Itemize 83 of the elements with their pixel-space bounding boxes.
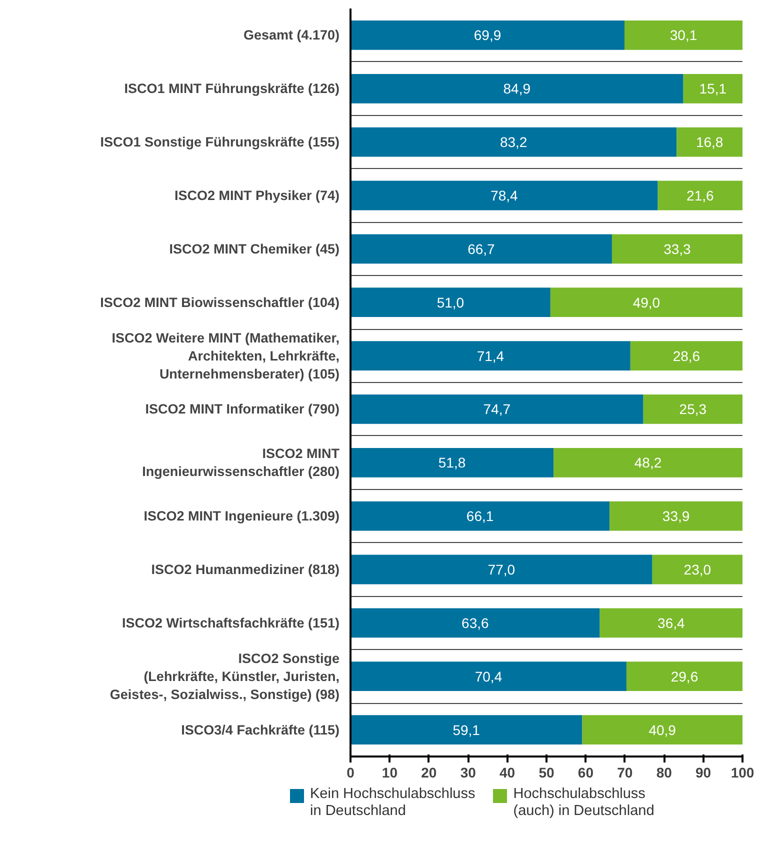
y-tick-label: ISCO2 MINT Physiker (74) <box>174 188 340 203</box>
x-tick-label: 70 <box>617 764 633 780</box>
bar <box>350 180 658 210</box>
y-tick-label: ISCO2 MINT Ingenieurwissenschaftler (280) <box>142 446 340 480</box>
bar <box>350 74 684 104</box>
bar <box>550 288 742 318</box>
bar <box>683 74 742 104</box>
x-tick-label: 40 <box>500 764 516 780</box>
y-tick-label: ISCO1 Sonstige Führungskräfte (155) <box>100 134 340 150</box>
data-label: 30,1 <box>670 27 698 44</box>
y-tick-label: ISCO2 MINT Informatiker (790) <box>145 402 340 417</box>
x-tick-label: 90 <box>696 764 712 780</box>
bar <box>612 234 742 264</box>
data-label: 59,1 <box>452 722 480 738</box>
data-label: 51,0 <box>436 294 464 310</box>
data-label: 77,0 <box>488 562 516 578</box>
data-label: 16,8 <box>696 134 724 150</box>
y-tick-label: ISCO2 Sonstige (Lehrkräfte, Künstler, Juristen, Geistes-, Sozialwiss., Sonstige) (98) <box>110 650 340 702</box>
y-tick-label: ISCO2 MINT Biowissenschaftler (104) <box>100 294 340 310</box>
bar <box>350 234 612 264</box>
data-label: 63,6 <box>462 614 489 631</box>
data-label: 15,1 <box>699 80 727 97</box>
bar <box>350 127 677 157</box>
data-label: 78,4 <box>490 188 518 204</box>
data-label: 69,9 <box>474 27 502 44</box>
bar <box>554 448 742 478</box>
y-tick-label: ISCO2 MINT Chemiker (45) <box>169 241 340 256</box>
y-tick-label: ISCO2 MINT Ingenieure (1.309) <box>144 508 340 524</box>
data-label: 28,6 <box>672 348 700 364</box>
bar <box>350 394 644 424</box>
x-tick-label: 30 <box>460 764 476 780</box>
bar <box>350 448 554 478</box>
data-label: 71,4 <box>476 348 504 364</box>
bar <box>643 394 742 424</box>
y-tick-label: ISCO2 Weitere MINT (Mathematiker, Architekten, Lehrkräfte, Unternehmensberater) (105) <box>112 330 340 382</box>
x-tick-label: 20 <box>421 764 437 780</box>
data-label: 84,9 <box>503 80 531 97</box>
data-label: 49,0 <box>632 294 660 310</box>
legend-label: Kein Hochschulabschluss in Deutschland <box>310 786 476 820</box>
data-label: 23,0 <box>684 562 712 578</box>
x-tick-label: 10 <box>382 764 398 780</box>
bar <box>350 554 652 584</box>
bar <box>350 341 630 370</box>
data-label: 21,6 <box>686 188 714 204</box>
data-label: 25,3 <box>679 401 707 418</box>
x-tick-label: 100 <box>730 764 754 780</box>
data-label: 83,2 <box>500 134 528 150</box>
y-tick-label: ISCO2 Humanmediziner (818) <box>151 562 340 577</box>
bar <box>610 501 742 531</box>
data-label: 33,3 <box>664 240 692 257</box>
data-label: 33,9 <box>662 508 690 524</box>
bar <box>630 341 742 370</box>
bar <box>350 662 626 692</box>
data-label: 29,6 <box>670 668 698 684</box>
bar <box>676 127 742 157</box>
data-label: 74,7 <box>483 401 511 418</box>
bar <box>350 715 582 744</box>
x-tick-label: 50 <box>538 764 554 780</box>
bar <box>350 608 600 638</box>
x-tick-label: 0 <box>346 764 355 780</box>
bar <box>658 180 742 210</box>
data-label: 70,4 <box>474 668 502 684</box>
data-label: 48,2 <box>634 454 662 471</box>
y-tick-label: ISCO3/4 Fachkräfte (115) <box>181 722 340 738</box>
bar <box>350 501 610 531</box>
bar <box>582 715 742 744</box>
bar <box>652 554 742 584</box>
data-label: 66,7 <box>468 240 496 257</box>
y-tick-label: ISCO2 Wirtschaftsfachkräfte (151) <box>122 615 340 630</box>
data-label: 36,4 <box>658 614 685 631</box>
bar <box>350 20 625 50</box>
x-tick-label: 80 <box>656 764 672 780</box>
legend-label: Hochschulabschluss (auch) in Deutschland <box>513 786 654 820</box>
data-label: 51,8 <box>438 454 466 471</box>
data-label: 40,9 <box>648 722 676 738</box>
data-label: 66,1 <box>466 508 494 524</box>
bar <box>626 662 742 692</box>
bar <box>600 608 742 638</box>
x-tick-label: 60 <box>578 764 594 780</box>
y-tick-label: Gesamt (4.170) <box>243 28 340 43</box>
bar <box>624 20 742 50</box>
bar <box>350 288 550 318</box>
y-tick-label: ISCO1 MINT Führungskräfte (126) <box>124 81 340 96</box>
